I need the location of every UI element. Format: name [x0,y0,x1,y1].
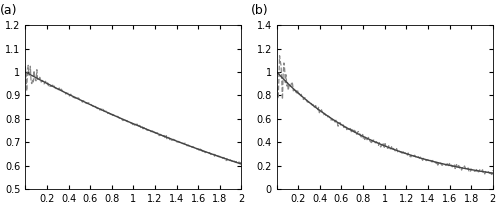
Text: (a): (a) [0,4,17,17]
Text: (b): (b) [251,4,268,17]
